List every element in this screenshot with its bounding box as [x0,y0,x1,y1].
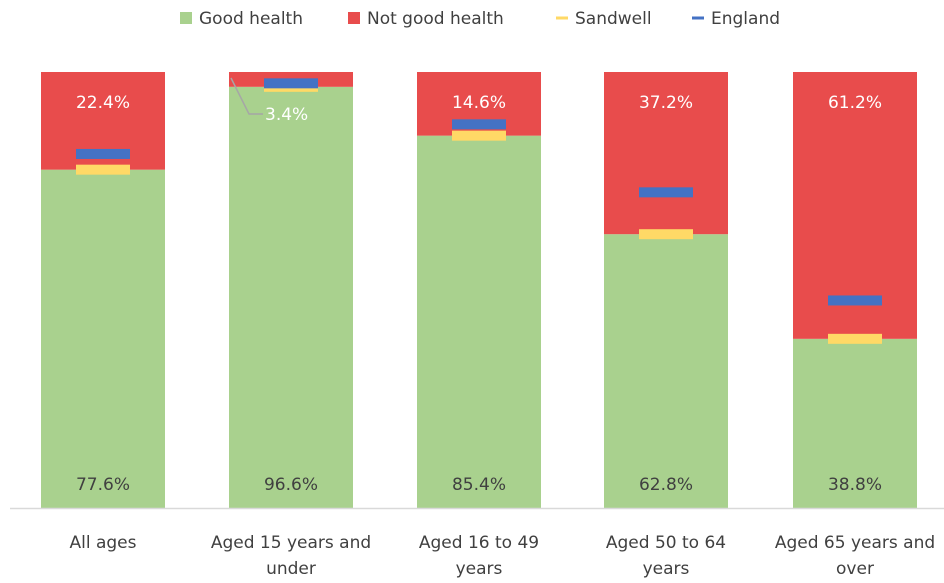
label-not-good-health-1: 22.4% [76,93,130,113]
label-not-good-health-4: 37.2% [639,93,693,113]
leader-line [230,77,263,115]
category-label-1: All ages [69,533,136,553]
legend-swatch [556,16,568,20]
legend-label: Not good health [367,9,504,29]
bar-not-good-health-4 [604,72,728,235]
label-good-health-1: 77.6% [76,475,130,495]
legend-label: Good health [199,9,303,29]
label-not-good-health-5: 61.2% [828,93,882,113]
marker-sandwell-3 [452,130,506,141]
category-label-3: Aged 16 to 49 years [419,533,539,579]
label-good-health-2: 96.6% [264,475,318,495]
marker-england-5 [828,295,882,306]
marker-england-4 [639,187,693,198]
marker-england-3 [452,119,506,130]
bars [41,72,917,508]
legend-item-good-health: Good health [180,9,303,29]
label-good-health-4: 62.8% [639,475,693,495]
marker-sandwell-4 [639,229,693,240]
label-good-health-3: 85.4% [452,475,506,495]
marker-sandwell-1 [76,164,130,175]
legend-label: Sandwell [575,9,652,29]
legend-swatch [348,12,360,24]
data-labels: 77.6% 22.4% 96.6% 3.4% 85.4% 14.6% 62.8% 37.2% 3… [76,77,882,495]
bar-good-health-4 [604,234,728,508]
legend-item-england: England [692,9,780,29]
marker-sandwell-5 [828,333,882,344]
category-label-2: Aged 15 years and under [211,533,371,579]
legend-item-not-good-health: Not good health [348,9,504,29]
label-not-good-health-3: 14.6% [452,93,506,113]
legend-label: England [711,9,780,29]
bar-not-good-health-5 [793,72,917,339]
category-label-5: Aged 65 years and over [775,533,935,579]
category-label-4: Aged 50 to 64 years [606,533,726,579]
marker-england-2 [264,78,318,89]
bar-good-health-3 [417,135,541,508]
bar-good-health-1 [41,169,165,508]
marker-england-1 [76,148,130,159]
bar-good-health-2 [229,86,353,508]
legend-swatch [180,12,192,24]
bar-good-health-5 [793,338,917,508]
label-good-health-5: 38.8% [828,475,882,495]
legend-swatch [692,16,704,20]
legend-item-sandwell: Sandwell [556,9,652,29]
category-labels: All ages Aged 15 years and under Aged 16 to… [69,533,935,579]
legend: Good health Not good health Sandwell Englan… [180,9,780,29]
reference-markers [76,78,882,344]
label-not-good-health-2: 3.4% [265,105,308,125]
